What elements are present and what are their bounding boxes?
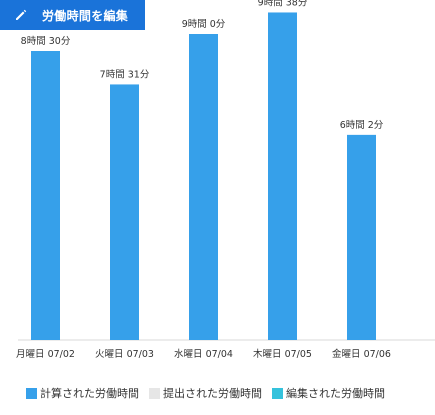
legend-label-edited: 編集された労働時間 [286,387,385,400]
x-tick-label-1: 火曜日 07/03 [95,349,154,360]
legend-swatch-edited [272,387,283,399]
x-tick-label-4: 金曜日 07/06 [332,348,391,360]
bar-1[interactable] [110,84,139,340]
legend-swatch-submitted [149,387,160,399]
bar-0[interactable] [31,51,60,340]
bar-value-label-3: 9時間 38分 [258,0,308,8]
bar-4[interactable] [347,134,376,340]
x-tick-label-0: 月曜日 07/02 [16,349,75,360]
edit-work-hours-button[interactable]: 労働時間を編集 [0,0,145,30]
x-tick-label-3: 木曜日 07/05 [253,348,312,360]
legend-item-submitted[interactable]: 提出された労働時間 [149,385,262,401]
legend-item-calculated[interactable]: 計算された労働時間 [26,385,139,401]
legend-item-edited[interactable]: 編集された労働時間 [272,385,385,401]
bar-2[interactable] [189,34,218,340]
legend-swatch-calculated [26,387,37,399]
pencil-icon [14,8,28,22]
bar-3[interactable] [268,12,297,340]
bar-value-label-4: 6時間 2分 [340,120,384,131]
bar-value-label-1: 7時間 31分 [100,69,150,80]
bar-value-label-0: 8時間 30分 [21,36,71,47]
legend-label-submitted: 提出された労働時間 [163,387,262,400]
edit-work-hours-label: 労働時間を編集 [42,8,129,23]
x-tick-label-2: 水曜日 07/04 [174,348,233,360]
bar-value-label-2: 9時間 0分 [182,19,226,30]
chart-legend: 計算された労働時間 提出された労働時間 編集された労働時間 [26,385,395,401]
legend-label-calculated: 計算された労働時間 [40,387,139,400]
